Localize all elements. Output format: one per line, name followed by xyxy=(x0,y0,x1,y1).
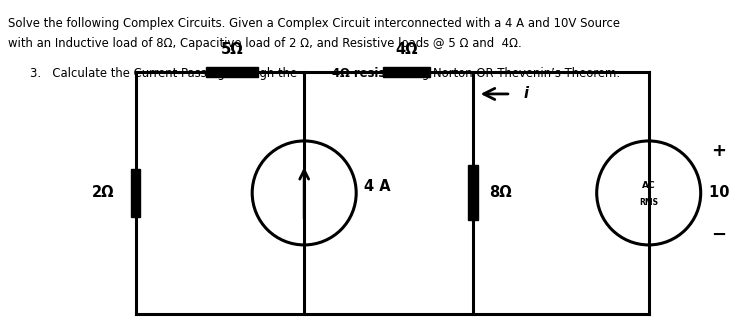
Bar xyxy=(468,165,477,220)
Bar xyxy=(131,169,140,217)
Text: +: + xyxy=(711,142,726,160)
Text: −: − xyxy=(711,226,726,244)
Text: using Norton OR Thevenin’s Theorem.: using Norton OR Thevenin’s Theorem. xyxy=(394,67,620,80)
Text: 2Ω: 2Ω xyxy=(92,185,115,200)
Text: 3.   Calculate the Current Passing through the: 3. Calculate the Current Passing through… xyxy=(30,67,305,80)
Text: 8Ω: 8Ω xyxy=(490,185,512,200)
Text: RMS: RMS xyxy=(639,198,658,207)
Bar xyxy=(383,67,430,77)
Text: i: i xyxy=(523,86,528,101)
Bar xyxy=(206,67,258,77)
Text: 4Ω: 4Ω xyxy=(395,43,418,58)
Text: 4 A: 4 A xyxy=(364,180,391,195)
Text: AC: AC xyxy=(642,181,655,190)
Text: 10 V: 10 V xyxy=(709,185,733,200)
Text: with an Inductive load of 8Ω, Capacitive load of 2 Ω, and Resistive loads @ 5 Ω : with an Inductive load of 8Ω, Capacitive… xyxy=(8,37,522,50)
Text: 4Ω resistor: 4Ω resistor xyxy=(332,67,405,80)
Text: 5Ω: 5Ω xyxy=(221,43,243,58)
Text: Solve the following Complex Circuits. Given a Complex Circuit interconnected wit: Solve the following Complex Circuits. Gi… xyxy=(8,17,620,30)
